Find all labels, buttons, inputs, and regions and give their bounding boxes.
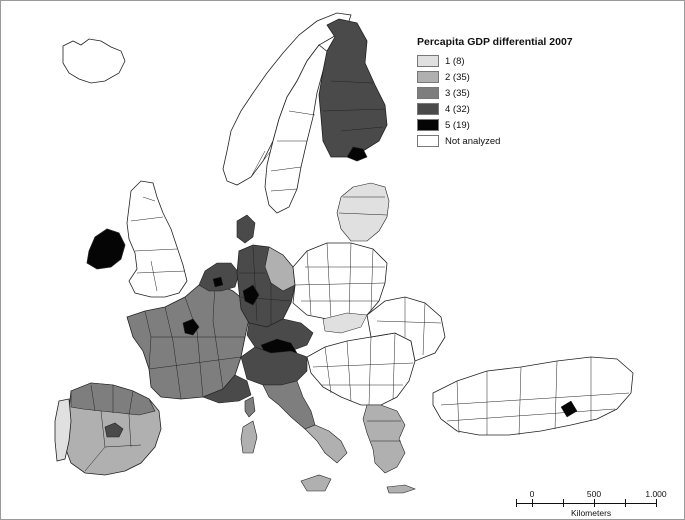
iceland-region (62, 38, 126, 84)
legend-swatch (417, 135, 439, 147)
north-italy-region-class-4 (240, 346, 308, 386)
legend-label: Not analyzed (445, 135, 501, 147)
frankfurt-region-class-5 (242, 284, 260, 306)
sicily-region-class-2 (300, 474, 332, 492)
legend-item-class-3: 3 (35) (417, 85, 617, 101)
brussels-region-class-5 (212, 276, 224, 288)
baltic-region-class-1 (336, 182, 390, 242)
finland-region-class-4 (318, 18, 388, 158)
scale-tick-label: 500 (586, 489, 602, 499)
legend-swatch (417, 87, 439, 99)
benelux-region-class-4 (198, 262, 240, 292)
legend-item-not-analyzed: Not analyzed (417, 133, 617, 149)
uk-region (126, 180, 188, 298)
legend-swatch (417, 55, 439, 67)
turkey-region (432, 356, 634, 436)
central-italy-region-class-3 (262, 380, 316, 430)
central-region-class-1 (322, 312, 368, 334)
legend-swatch (417, 119, 439, 131)
sweden-region (264, 44, 330, 214)
legend-label: 2 (35) (445, 71, 470, 83)
scale-tick-label: 0 (529, 489, 535, 499)
map-legend: Percapita GDP differential 2007 1 (8) 2 … (417, 36, 617, 149)
legend-title: Percapita GDP differential 2007 (417, 36, 573, 48)
ireland-region-class-5 (86, 228, 126, 270)
legend-item-class-2: 2 (35) (417, 69, 617, 85)
legend-item-class-1: 1 (8) (417, 53, 617, 69)
legend-label: 3 (35) (445, 87, 470, 99)
south-italy-region-class-2 (304, 424, 348, 464)
greece-region-class-2 (362, 404, 406, 474)
scale-line (516, 503, 656, 504)
eastern-region (366, 296, 446, 362)
scale-tick (532, 499, 533, 507)
scale-tick (563, 499, 564, 507)
scale-unit-label: Kilometers (571, 508, 612, 518)
legend-label: 5 (19) (445, 119, 470, 131)
legend-swatch (417, 71, 439, 83)
madrid-region-class-4 (104, 422, 124, 438)
legend-swatch (417, 103, 439, 115)
scale-tick-label: 1.000 (645, 489, 667, 499)
crete-region-class-2 (386, 484, 416, 494)
scale-bar: 0 500 1.000 Kilometers (516, 489, 667, 519)
scale-tick (594, 499, 595, 507)
istanbul-region-class-5 (560, 400, 578, 418)
paris-region-class-5 (182, 318, 200, 336)
legend-item-class-5: 5 (19) (417, 117, 617, 133)
denmark-region-class-4 (236, 214, 256, 244)
east-germany-region-class-2 (264, 246, 296, 292)
scale-tick (516, 499, 517, 507)
scale-tick (625, 499, 626, 507)
sardinia-region-class-2 (240, 420, 258, 454)
legend-label: 1 (8) (445, 55, 465, 67)
legend-item-class-4: 4 (32) (417, 101, 617, 117)
scale-tick (656, 499, 657, 507)
portugal-region-class-1 (54, 398, 72, 462)
helsinki-region-class-5 (346, 146, 368, 162)
corsica-region-class-3 (244, 396, 256, 418)
balkans-region (306, 332, 416, 406)
legend-label: 4 (32) (445, 103, 470, 115)
se-france-region-class-4 (202, 374, 252, 404)
